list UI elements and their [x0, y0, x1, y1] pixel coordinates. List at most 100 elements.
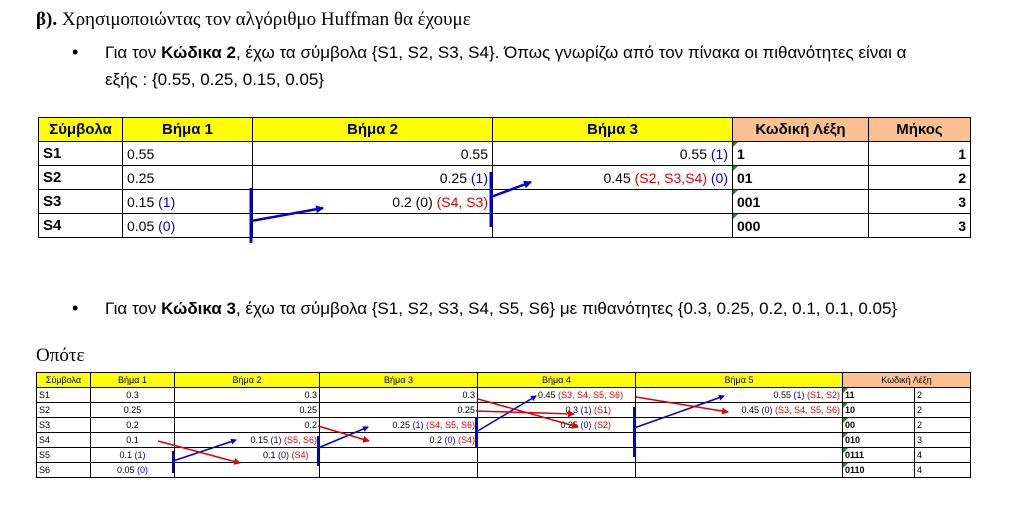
step2-cell — [252, 213, 493, 238]
step1-cell: 0.1 (1) — [90, 447, 175, 463]
header-symbols: Σύμβολα — [38, 117, 123, 142]
step2-cell: 0.25 — [174, 402, 320, 418]
step5-cell: 0.55 (1) (S1, S2) — [635, 387, 843, 403]
step4-cell: 0.25 (0) (S2) — [477, 417, 636, 433]
codeword-cell: 10 — [842, 402, 915, 418]
step1-cell: 0.15 (1) — [122, 189, 253, 214]
step3-cell: 0.2 (0) (S4) — [319, 432, 478, 448]
length-cell: 1 — [868, 141, 971, 166]
step2-cell: 0.15 (1) (S5, S6) — [174, 432, 320, 448]
step4-cell — [477, 432, 636, 448]
section-heading: β). Χρησιμοποιώντας τον αλγόριθμο Huffma… — [36, 9, 471, 30]
step5-cell — [635, 432, 843, 448]
table-row: S3 0.2 0.2 0.25 (1) (S4, S5, S6) 0.25 (0… — [36, 417, 971, 433]
symbol-cell: S2 — [36, 402, 91, 418]
length-cell: 2 — [914, 402, 971, 418]
step3-cell — [492, 213, 733, 238]
header-step1: Βήμα 1 — [90, 372, 175, 388]
symbol-cell: S6 — [36, 462, 91, 478]
bullet1-line1: Για τον Κώδικα 2, έχω τα σύμβολα {S1, S2… — [105, 43, 907, 62]
step3-cell: 0.55 (1) — [492, 141, 733, 166]
codeword-cell: 01 — [732, 165, 869, 190]
length-cell: 2 — [914, 387, 971, 403]
bullet1-line2: εξής : {0.55, 0.25, 0.15, 0.05} — [105, 70, 325, 89]
header-symbols: Σύμβολα — [36, 372, 91, 388]
symbol-cell: S3 — [38, 189, 123, 214]
huffman-table-code3: Σύμβολα Βήμα 1 Βήμα 2 Βήμα 3 Βήμα 4 Βήμα… — [36, 372, 971, 478]
step4-cell: 0.3 (1) (S1) — [477, 402, 636, 418]
table-row: S3 0.15 (1) 0.2 (0) (S4, S3) 001 3 — [38, 189, 971, 214]
step3-cell: 0.3 — [319, 387, 478, 403]
step4-cell — [477, 447, 636, 463]
symbol-cell: S3 — [36, 417, 91, 433]
length-cell: 4 — [914, 462, 971, 478]
step4-cell — [477, 462, 636, 478]
length-cell: 3 — [868, 189, 971, 214]
step3-cell — [319, 462, 478, 478]
step3-cell: 0.45 (S2, S3,S4) (0) — [492, 165, 733, 190]
table-row: S1 0.55 0.55 0.55 (1) 1 1 — [38, 141, 971, 166]
step1-cell: 0.1 — [90, 432, 175, 448]
codeword-cell: 001 — [732, 189, 869, 214]
step5-cell — [635, 447, 843, 463]
step1-cell: 0.3 — [90, 387, 175, 403]
header-codeword: Κωδική Λέξη — [842, 372, 971, 388]
bullet2-line1: Για τον Κώδικα 3, έχω τα σύμβολα {S1, S2… — [105, 299, 898, 318]
step3-cell — [492, 189, 733, 214]
header-step2: Βήμα 2 — [252, 117, 493, 142]
table-row: S4 0.05 (0) 000 3 — [38, 213, 971, 238]
length-cell: 3 — [914, 432, 971, 448]
symbol-cell: S5 — [36, 447, 91, 463]
step4-cell: 0.45 (S3, S4, S5, S6) — [477, 387, 636, 403]
length-cell: 4 — [914, 447, 971, 463]
length-cell: 2 — [914, 417, 971, 433]
table-row: S1 0.3 0.3 0.3 0.45 (S3, S4, S5, S6) 0.5… — [36, 387, 971, 403]
header-step1: Βήμα 1 — [122, 117, 253, 142]
huffman-table-code2: Σύμβολα Βήμα 1 Βήμα 2 Βήμα 3 Κωδική Λέξη… — [38, 117, 971, 238]
header-step4: Βήμα 4 — [477, 372, 636, 388]
table-row: S4 0.1 0.15 (1) (S5, S6) 0.2 (0) (S4) 01… — [36, 432, 971, 448]
symbol-cell: S1 — [38, 141, 123, 166]
step2-cell: 0.3 — [174, 387, 320, 403]
step2-cell: 0.55 — [252, 141, 493, 166]
step2-cell: 0.1 (0) (S4) — [174, 447, 320, 463]
symbol-cell: S2 — [38, 165, 123, 190]
table-row: S5 0.1 (1) 0.1 (0) (S4) 0111 4 — [36, 447, 971, 463]
codeword-cell: 00 — [842, 417, 915, 433]
step2-cell — [174, 462, 320, 478]
table-row: S2 0.25 0.25 0.25 0.3 (1) (S1) 0.45 (0) … — [36, 402, 971, 418]
step5-cell — [635, 462, 843, 478]
header-length: Μήκος — [868, 117, 971, 142]
bullet-icon: • — [72, 298, 79, 318]
codeword-cell: 11 — [842, 387, 915, 403]
codeword-cell: 000 — [732, 213, 869, 238]
symbol-cell: S4 — [36, 432, 91, 448]
table-row: S2 0.25 0.25 (1) 0.45 (S2, S3,S4) (0) 01… — [38, 165, 971, 190]
header-step3: Βήμα 3 — [492, 117, 733, 142]
bullet-icon: • — [72, 42, 79, 62]
step1-cell: 0.25 — [90, 402, 175, 418]
step1-cell: 0.55 — [122, 141, 253, 166]
length-cell: 2 — [868, 165, 971, 190]
step5-cell — [635, 417, 843, 433]
step1-cell: 0.25 — [122, 165, 253, 190]
header-step5: Βήμα 5 — [635, 372, 843, 388]
header-codeword: Κωδική Λέξη — [732, 117, 869, 142]
codeword-cell: 1 — [732, 141, 869, 166]
codeword-cell: 0110 — [842, 462, 915, 478]
codeword-cell: 010 — [842, 432, 915, 448]
header-step3: Βήμα 3 — [319, 372, 478, 388]
symbol-cell: S4 — [38, 213, 123, 238]
step1-cell: 0.05 (0) — [122, 213, 253, 238]
header-step2: Βήμα 2 — [174, 372, 320, 388]
length-cell: 3 — [868, 213, 971, 238]
step2-cell: 0.2 — [174, 417, 320, 433]
table-row: S6 0.05 (0) 0110 4 — [36, 462, 971, 478]
symbol-cell: S1 — [36, 387, 91, 403]
opote-label: Οπότε — [36, 345, 85, 366]
step2-cell: 0.25 (1) — [252, 165, 493, 190]
step5-cell: 0.45 (0) (S3, S4, S5, S6) — [635, 402, 843, 418]
step1-cell: 0.2 — [90, 417, 175, 433]
step1-cell: 0.05 (0) — [90, 462, 175, 478]
step3-cell: 0.25 (1) (S4, S5, S6) — [319, 417, 478, 433]
